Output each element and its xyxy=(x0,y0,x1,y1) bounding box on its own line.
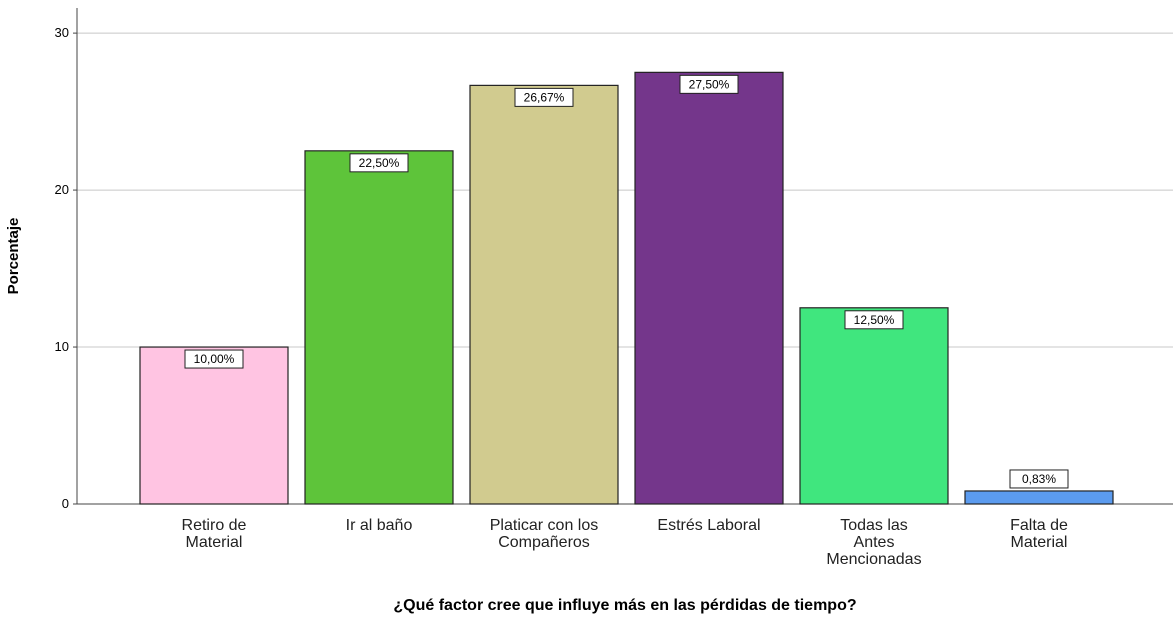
value-label-box xyxy=(514,87,574,107)
value-label: 0,83% xyxy=(1022,472,1056,486)
y-tick-label: 30 xyxy=(55,25,69,40)
value-label-box xyxy=(679,74,739,94)
bar xyxy=(139,346,289,505)
bar xyxy=(469,84,619,505)
value-label-box xyxy=(1009,469,1069,489)
y-axis-label: Porcentaje xyxy=(5,218,22,295)
bar xyxy=(799,307,949,505)
x-tick-label: Todas las Antes Mencionadas xyxy=(826,517,921,568)
value-label: 27,50% xyxy=(689,77,730,91)
x-tick-label: Estrés Laboral xyxy=(657,517,760,534)
bar xyxy=(634,71,784,505)
value-label: 12,50% xyxy=(854,313,895,327)
value-label: 22,50% xyxy=(359,156,400,170)
x-tick-label: Ir al baño xyxy=(346,517,413,534)
bar xyxy=(964,490,1114,505)
x-tick-label: Retiro de Material xyxy=(182,517,247,551)
y-tick-label: 0 xyxy=(62,496,69,511)
y-tick-label: 10 xyxy=(55,339,69,354)
x-axis-label: ¿Qué factor cree que influye más en las … xyxy=(393,597,856,614)
value-label-box xyxy=(844,310,904,330)
value-label: 26,67% xyxy=(524,90,565,104)
x-tick-label: Falta de Material xyxy=(1010,517,1068,551)
bar xyxy=(304,150,454,505)
y-tick-label: 20 xyxy=(55,182,69,197)
x-tick-label: Platicar con los Compañeros xyxy=(490,517,599,551)
value-label: 10,00% xyxy=(194,352,235,366)
value-label-box xyxy=(184,349,244,369)
value-label-box xyxy=(349,153,409,173)
